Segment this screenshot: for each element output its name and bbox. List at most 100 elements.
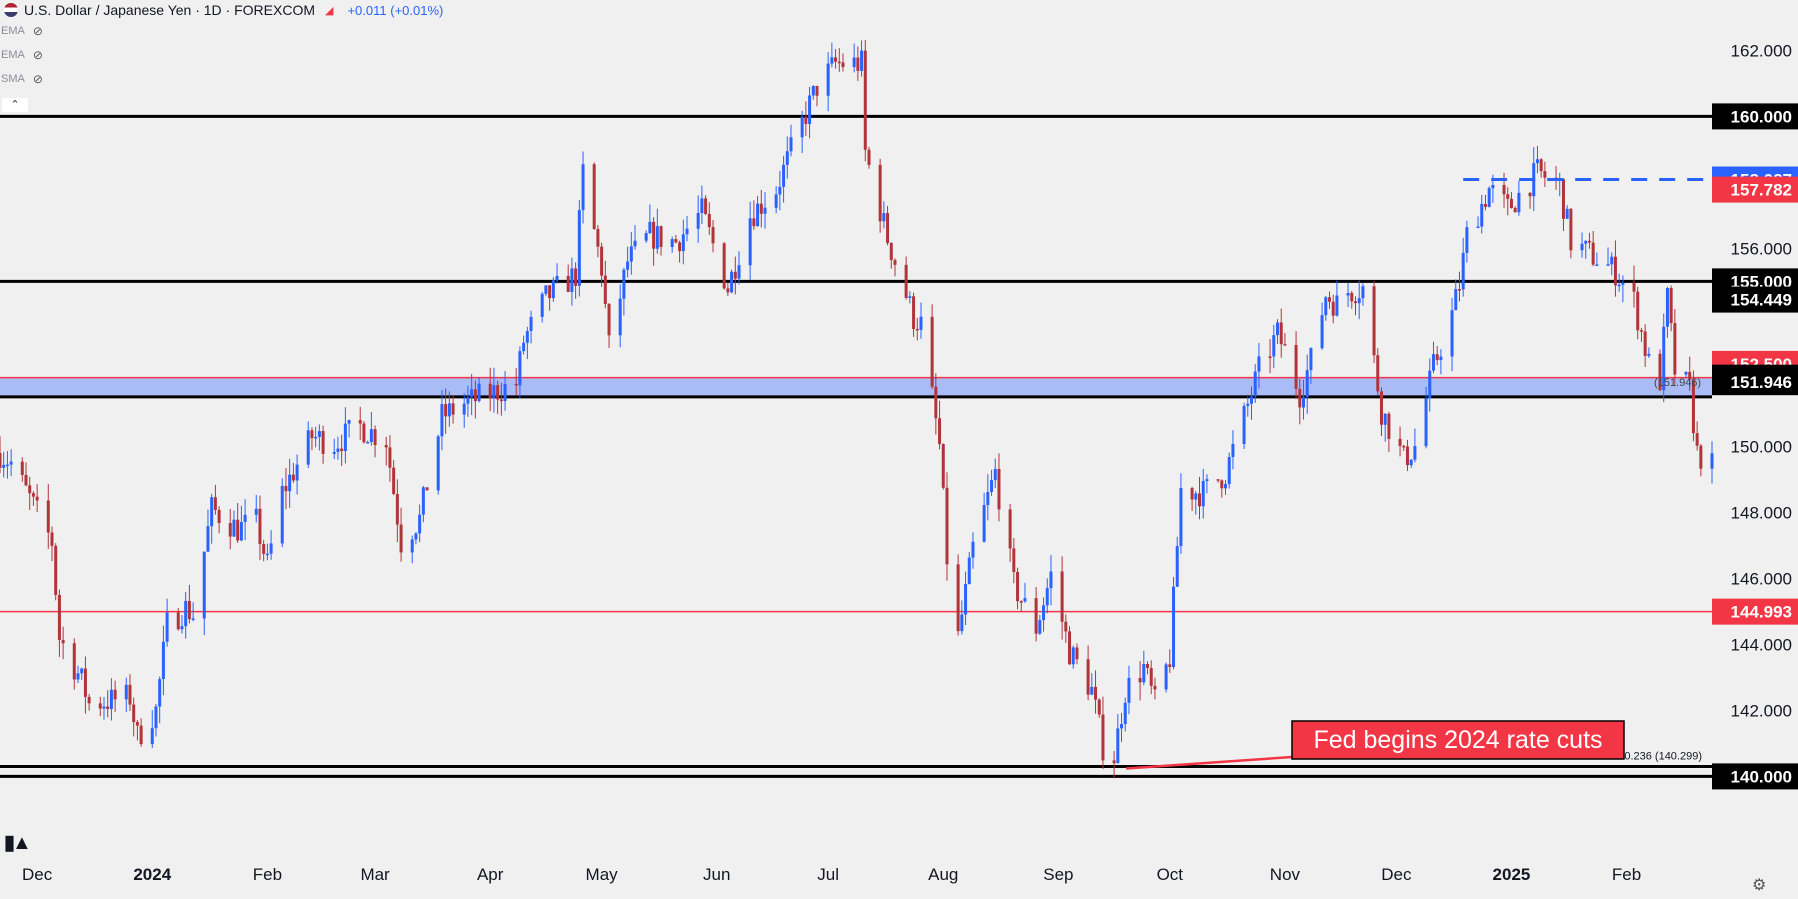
candle[interactable] [191, 602, 195, 622]
candle[interactable] [1335, 280, 1339, 317]
candle[interactable] [945, 472, 949, 581]
candle[interactable] [5, 451, 9, 479]
candle[interactable] [132, 697, 136, 737]
candle[interactable] [577, 200, 581, 297]
candle[interactable] [1639, 327, 1643, 342]
candle[interactable] [681, 219, 685, 265]
candle[interactable] [202, 551, 206, 636]
candle[interactable] [938, 400, 942, 450]
candle[interactable] [1610, 252, 1614, 276]
candle[interactable] [752, 200, 756, 230]
candle[interactable] [440, 389, 444, 451]
candle[interactable] [213, 484, 217, 515]
candle[interactable] [295, 454, 299, 495]
candle[interactable] [1257, 343, 1261, 389]
candle[interactable] [1016, 567, 1020, 610]
candle[interactable] [1435, 346, 1439, 366]
candle[interactable] [1279, 308, 1283, 358]
candle[interactable] [1450, 297, 1454, 372]
candle[interactable] [1250, 386, 1254, 420]
candle[interactable] [1643, 324, 1647, 367]
candle[interactable] [756, 195, 760, 227]
candle[interactable] [1402, 444, 1406, 451]
candle[interactable] [782, 155, 786, 203]
candle[interactable] [1038, 614, 1042, 635]
candle[interactable] [1023, 582, 1027, 603]
candle[interactable] [1305, 354, 1309, 414]
candle[interactable] [759, 189, 763, 228]
candle[interactable] [373, 425, 377, 458]
indicator-sma[interactable]: SMA ⊘ [1, 72, 43, 86]
candle[interactable] [1665, 286, 1669, 338]
candle[interactable] [1327, 291, 1331, 309]
candle[interactable] [184, 592, 188, 639]
candle[interactable] [76, 665, 80, 684]
candle[interactable] [748, 201, 752, 280]
candle[interactable] [600, 242, 604, 287]
candle[interactable] [581, 151, 585, 224]
candle[interactable] [1528, 192, 1532, 209]
candle[interactable] [72, 638, 76, 690]
candle[interactable] [20, 457, 24, 482]
candle[interactable] [800, 110, 804, 153]
candle[interactable] [366, 440, 370, 444]
candle[interactable] [336, 436, 340, 460]
candle[interactable] [1569, 208, 1573, 259]
candle[interactable] [35, 484, 39, 513]
candle[interactable] [444, 388, 448, 434]
candle[interactable] [1710, 441, 1714, 484]
candle[interactable] [384, 436, 388, 466]
candle[interactable] [1658, 349, 1662, 392]
candle[interactable] [804, 101, 808, 136]
candle[interactable] [789, 124, 793, 157]
candle[interactable] [1246, 396, 1250, 417]
candle[interactable] [570, 257, 574, 306]
candle[interactable] [262, 539, 266, 562]
eye-hidden-icon[interactable]: ⊘ [32, 48, 43, 62]
candle[interactable] [28, 476, 32, 510]
candle[interactable] [1580, 232, 1584, 258]
candle[interactable] [908, 291, 912, 304]
candle[interactable] [1509, 192, 1513, 209]
candle[interactable] [1465, 220, 1469, 263]
candle[interactable] [652, 217, 656, 266]
candle[interactable] [1101, 696, 1105, 770]
candle[interactable] [886, 205, 890, 246]
candle[interactable] [555, 263, 559, 284]
candle[interactable] [1684, 371, 1688, 377]
eye-hidden-icon[interactable]: ⊘ [32, 72, 43, 86]
candle[interactable] [811, 85, 815, 100]
candle[interactable] [254, 494, 258, 523]
candle[interactable] [358, 406, 362, 440]
candle[interactable] [986, 474, 990, 521]
candle[interactable] [54, 543, 58, 601]
candle[interactable] [1346, 282, 1350, 308]
candle[interactable] [1283, 333, 1287, 346]
candle[interactable] [551, 277, 555, 302]
candle[interactable] [321, 425, 325, 464]
candle[interactable] [1617, 273, 1621, 292]
candle[interactable] [217, 506, 221, 534]
candle[interactable] [232, 510, 236, 538]
candle[interactable] [1231, 430, 1235, 470]
candle[interactable] [1457, 271, 1461, 302]
candle[interactable] [210, 493, 214, 544]
candle[interactable] [1071, 645, 1075, 669]
candle[interactable] [462, 393, 466, 428]
candle[interactable] [1146, 661, 1150, 675]
candle[interactable] [1487, 186, 1491, 208]
candle[interactable] [1138, 661, 1142, 701]
candle[interactable] [1543, 161, 1547, 188]
candle[interactable] [306, 421, 310, 469]
candle[interactable] [1120, 712, 1124, 743]
candle[interactable] [1190, 486, 1194, 512]
candle[interactable] [860, 40, 864, 77]
candle[interactable] [863, 40, 867, 162]
candle[interactable] [1554, 166, 1558, 190]
candle[interactable] [1294, 331, 1298, 400]
candle[interactable] [1476, 216, 1480, 229]
candle[interactable] [1584, 240, 1588, 259]
candle[interactable] [1086, 645, 1090, 701]
candle[interactable] [1699, 443, 1703, 477]
candle[interactable] [852, 43, 856, 73]
